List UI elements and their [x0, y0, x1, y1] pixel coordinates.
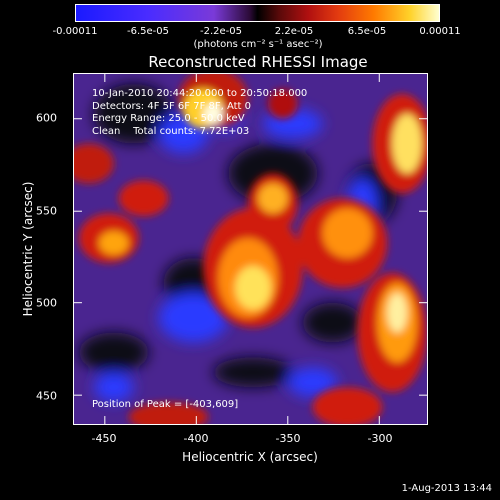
colorbar-tick-label: -2.2e-05 — [200, 26, 242, 37]
energy-range: Energy Range: 25.0 - 50.0 keV — [92, 113, 245, 124]
y-tick-label: 500 — [36, 296, 57, 310]
colorbar-tick-label: 6.5e-05 — [347, 26, 387, 37]
intensity-layer-high — [74, 74, 427, 424]
plot-title: Reconstructed RHESSI Image — [148, 53, 368, 71]
colorbar-tick-label: -6.5e-05 — [127, 26, 169, 37]
y-tick-label: 550 — [36, 204, 57, 218]
x-tick-label: -300 — [367, 432, 393, 445]
time-range: 10-Jan-2010 20:44:20.000 to 20:50:18.000 — [92, 88, 308, 99]
colorbar-gradient — [76, 5, 439, 21]
colorbar-tick-label: -0.00011 — [52, 26, 98, 37]
colorbar-tick-label: 2.2e-05 — [274, 26, 314, 37]
algorithm-counts: Clean Total counts: 7.72E+03 — [92, 125, 250, 137]
rhessi-image: 10-Jan-2010 20:44:20.000 to 20:50:18.000… — [73, 73, 428, 425]
y-axis-label: Heliocentric Y (arcsec) — [21, 181, 35, 317]
y-tick-label: 450 — [36, 389, 57, 403]
colorbar — [75, 4, 440, 22]
detectors: Detectors: 4F 5F 6F 7F 8F, Att 0 — [92, 100, 252, 112]
y-tick-label: 600 — [36, 111, 57, 125]
image-heatmap — [74, 74, 427, 424]
x-tick-label: -400 — [183, 432, 209, 445]
x-tick-label: -450 — [91, 432, 117, 445]
colorbar-tick-label: 0.00011 — [419, 26, 461, 37]
colorbar-units: (photons cm⁻² s⁻¹ asec⁻²) — [193, 39, 323, 50]
timestamp: 1-Aug-2013 13:44 — [401, 483, 492, 494]
observation-info: 10-Jan-2010 20:44:20.000 to 20:50:18.000… — [92, 88, 307, 138]
x-tick-label: -350 — [275, 432, 301, 445]
peak-position: Position of Peak = [-403,609] — [92, 399, 239, 410]
x-axis-label: Heliocentric X (arcsec) — [182, 450, 318, 464]
